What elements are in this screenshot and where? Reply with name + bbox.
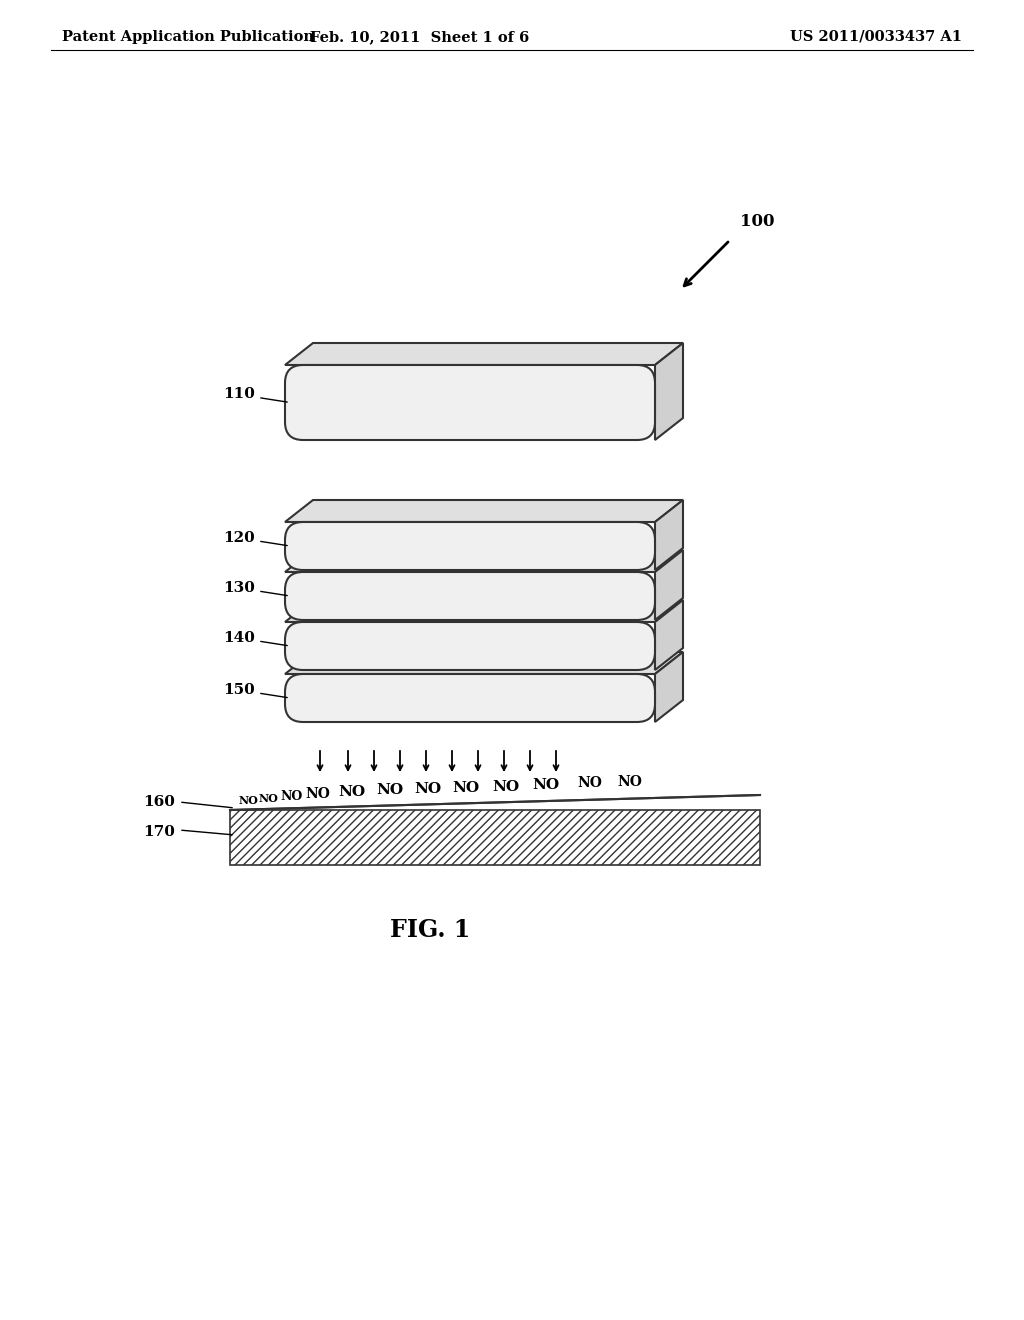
Text: 110: 110 [223,388,255,401]
Text: 160: 160 [143,795,175,809]
Polygon shape [655,500,683,570]
Text: FIG. 1: FIG. 1 [390,917,470,942]
Polygon shape [285,500,683,521]
FancyBboxPatch shape [285,521,655,570]
Text: NO: NO [532,777,559,792]
Text: NO: NO [281,789,303,803]
Text: NO: NO [617,775,642,789]
Text: NO: NO [377,783,403,797]
Text: 170: 170 [143,825,175,840]
Polygon shape [285,550,683,572]
Text: NO: NO [578,776,602,789]
Text: NO: NO [238,795,258,805]
Polygon shape [285,652,683,675]
Polygon shape [655,652,683,722]
FancyBboxPatch shape [285,366,655,440]
Text: 140: 140 [223,631,255,645]
Text: NO: NO [258,792,278,804]
Text: Feb. 10, 2011  Sheet 1 of 6: Feb. 10, 2011 Sheet 1 of 6 [310,30,529,44]
Text: NO: NO [415,781,441,796]
Text: 130: 130 [223,581,255,595]
Text: 100: 100 [740,213,774,230]
FancyBboxPatch shape [285,622,655,671]
Text: NO: NO [453,781,479,795]
Text: NO: NO [493,780,519,795]
Text: NO: NO [305,787,331,801]
Polygon shape [655,550,683,620]
Text: 150: 150 [223,682,255,697]
Text: US 2011/0033437 A1: US 2011/0033437 A1 [790,30,962,44]
Polygon shape [285,601,683,622]
Polygon shape [655,601,683,671]
Text: 120: 120 [223,531,255,545]
Text: Patent Application Publication: Patent Application Publication [62,30,314,44]
Polygon shape [285,343,683,366]
FancyBboxPatch shape [285,675,655,722]
Text: NO: NO [339,785,366,799]
Polygon shape [655,343,683,440]
FancyBboxPatch shape [285,572,655,620]
Bar [230,810,760,865]
